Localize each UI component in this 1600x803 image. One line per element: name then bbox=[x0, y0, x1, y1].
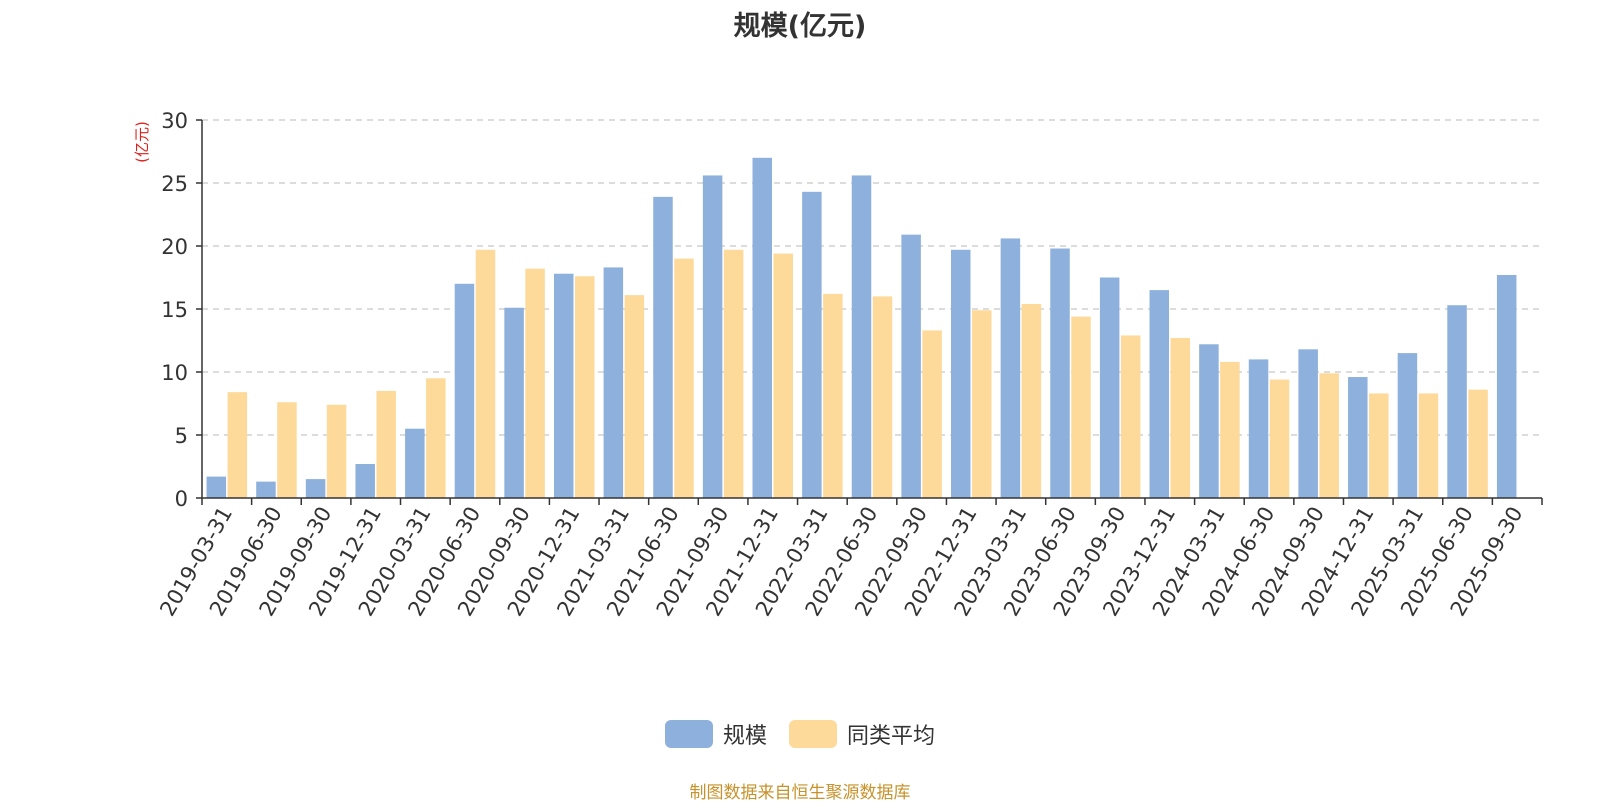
bar-peer-average bbox=[723, 249, 744, 498]
bar-peer-average bbox=[972, 310, 992, 498]
bar-peer-average bbox=[674, 258, 694, 498]
bar-scale bbox=[1298, 349, 1318, 498]
bar-scale bbox=[1496, 274, 1517, 498]
bar-peer-average bbox=[1120, 335, 1141, 498]
bar-scale bbox=[504, 307, 524, 498]
bar-scale bbox=[1000, 238, 1021, 498]
axes: 0510152025302019-03-312019-06-302019-09-… bbox=[155, 109, 1543, 620]
bar-peer-average bbox=[326, 404, 347, 498]
legend-item-scale[interactable]: 规模 bbox=[664, 718, 767, 750]
bar-peer-average bbox=[773, 253, 793, 498]
bar-peer-average bbox=[823, 293, 843, 498]
bar-scale bbox=[454, 283, 475, 498]
y-tick-label: 25 bbox=[161, 172, 188, 196]
bar-scale bbox=[802, 191, 822, 498]
y-tick-label: 15 bbox=[161, 298, 188, 322]
bar-scale bbox=[1397, 353, 1418, 498]
bar-peer-average bbox=[1369, 393, 1389, 498]
bar-peer-average bbox=[227, 392, 248, 498]
bar-peer-average bbox=[525, 268, 545, 498]
bar-scale bbox=[305, 479, 326, 498]
bar-scale bbox=[355, 463, 375, 498]
bar-peer-average bbox=[1071, 316, 1091, 498]
bar-scale bbox=[256, 481, 276, 498]
y-axis-unit-label: (亿元) bbox=[133, 121, 151, 163]
bar-scale bbox=[1348, 377, 1368, 498]
bar-peer-average bbox=[922, 330, 942, 498]
data-source-note: 制图数据来自恒生聚源数据库 bbox=[689, 783, 911, 803]
y-tick-label: 5 bbox=[175, 424, 188, 448]
bar-scale bbox=[553, 273, 574, 498]
bar-peer-average bbox=[574, 276, 595, 498]
bar-peer-average bbox=[1021, 303, 1042, 498]
bar-scale bbox=[951, 249, 971, 498]
bar-scale bbox=[405, 428, 425, 498]
legend: 规模 同类平均 bbox=[0, 718, 1600, 750]
bar-peer-average bbox=[376, 390, 396, 498]
bar-peer-average bbox=[1418, 393, 1439, 498]
bar-peer-average bbox=[475, 249, 496, 498]
grid-lines bbox=[202, 119, 1542, 436]
bar-scale bbox=[1199, 344, 1219, 498]
bar-peer-average bbox=[1468, 389, 1488, 498]
bar-scale bbox=[603, 267, 624, 498]
bar-scale bbox=[1099, 277, 1120, 498]
legend-swatch-scale bbox=[664, 720, 713, 748]
bar-peer-average bbox=[426, 378, 446, 498]
bar-peer-average bbox=[1269, 379, 1290, 498]
bar-scale bbox=[1149, 290, 1170, 498]
legend-label-scale: 规模 bbox=[722, 724, 767, 749]
y-tick-label: 10 bbox=[161, 361, 188, 385]
bar-peer-average bbox=[277, 402, 297, 498]
bar-peer-average bbox=[1170, 337, 1191, 498]
bar-scale bbox=[1050, 248, 1070, 498]
bar-scale bbox=[1447, 305, 1467, 498]
bar-scale bbox=[206, 476, 227, 498]
bar-peer-average bbox=[872, 296, 893, 498]
legend-item-peer-average[interactable]: 同类平均 bbox=[789, 718, 935, 750]
bar-peer-average bbox=[624, 295, 645, 498]
y-tick-label: 30 bbox=[161, 109, 188, 133]
bar-scale bbox=[901, 234, 921, 498]
chart-title: 规模(亿元) bbox=[733, 11, 867, 42]
legend-label-peer-average: 同类平均 bbox=[847, 724, 936, 749]
y-tick-label: 0 bbox=[175, 487, 188, 511]
bar-scale bbox=[851, 175, 872, 498]
bar-peer-average bbox=[1319, 373, 1339, 498]
bar-scale bbox=[702, 175, 723, 498]
legend-swatch-peer-average bbox=[789, 720, 837, 748]
bar-scale bbox=[1248, 359, 1269, 498]
bars bbox=[206, 157, 1517, 499]
bar-peer-average bbox=[1220, 361, 1240, 498]
y-tick-label: 20 bbox=[161, 235, 188, 259]
bar-scale bbox=[653, 196, 673, 499]
bar-scale bbox=[752, 157, 772, 499]
